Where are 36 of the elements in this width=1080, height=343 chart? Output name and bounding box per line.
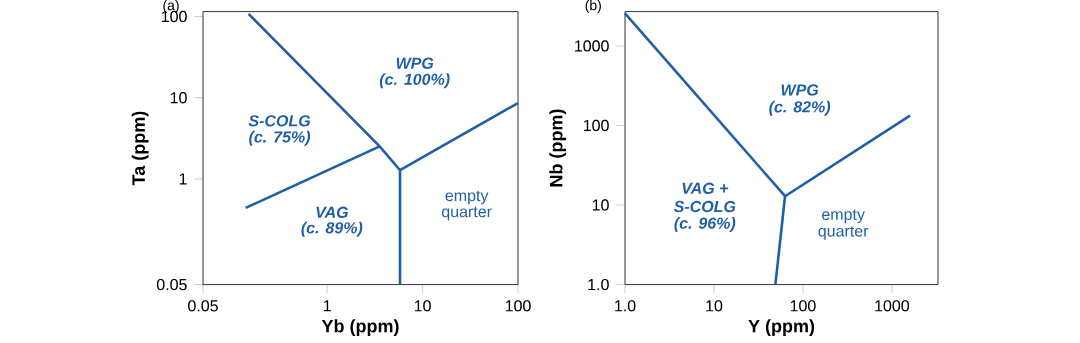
x-tick-label: 10 [414,300,431,312]
x-tick-label: 0.05 [188,300,218,312]
x-tick-label: 100 [790,300,816,312]
annotation: VAG [316,206,349,219]
y-tick-label: 10 [592,199,609,211]
x-tick-label: 100 [505,300,531,312]
x-tick-label: 1000 [875,300,910,312]
x-axis-title: Yb (ppm) [321,319,399,337]
annotation: S-COLG [248,115,311,127]
y-tick-label: 1000 [575,40,609,52]
annotation: (c. 100%) [379,73,450,89]
y-axis-title: Nb (ppm) [549,109,567,187]
annotation: empty [822,209,865,224]
annotation: quarter [818,226,869,240]
x-tick-label: 1 [323,300,331,312]
annotation: empty [445,190,489,205]
y-tick-label: 1 [179,173,187,185]
y-tick-label: 100 [583,119,609,132]
annotation: WPG [396,57,434,70]
annotation: (c. 82%) [769,100,831,116]
y-tick-label: 1.0 [588,279,609,291]
x-tick-label: 10 [706,300,723,312]
annotation: VAG + [682,182,729,195]
annotation: quarter [441,206,492,221]
x-axis-title: Y (ppm) [748,319,815,337]
annotation: (c. 75%) [249,130,311,146]
annotation: (c. 96%) [674,217,736,233]
y-axis-title: Ta (ppm) [131,111,149,186]
annotation: S-COLG [673,201,736,213]
annotation: WPG [781,84,819,96]
chart-title: (b) [585,0,601,14]
x-tick-label: 1.0 [615,300,636,312]
y-tick-label: 10 [170,92,187,104]
annotation: (c. 89%) [301,221,363,237]
y-tick-label: 100 [161,11,187,23]
y-tick-label: 0.05 [156,279,187,291]
